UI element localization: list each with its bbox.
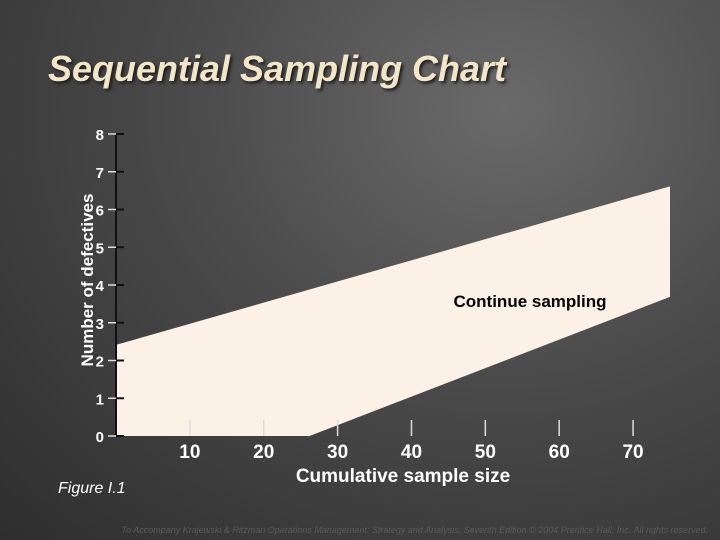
y-tick-label: 7 bbox=[96, 165, 104, 182]
y-tick-label: 4 bbox=[96, 278, 105, 295]
x-tick-label: 30 bbox=[327, 442, 348, 463]
footer-copyright: To Accompany Krajewski & Ritzman Operati… bbox=[121, 525, 708, 535]
y-tick-label: 1 bbox=[96, 391, 104, 408]
figure-label: Figure I.1 bbox=[58, 480, 126, 497]
x-tick-label: 40 bbox=[401, 442, 422, 463]
x-tick-label: 50 bbox=[475, 442, 496, 463]
x-axis-label: Cumulative sample size bbox=[296, 466, 510, 487]
chart-title: Sequential Sampling Chart bbox=[48, 48, 507, 89]
x-tick-label: 60 bbox=[549, 442, 570, 463]
y-tick-label: 3 bbox=[96, 316, 104, 333]
lower-boundary-line bbox=[307, 295, 671, 437]
y-tick-label: 6 bbox=[96, 203, 104, 220]
continue-sampling-region bbox=[116, 186, 670, 436]
y-tick-label: 5 bbox=[96, 240, 104, 257]
x-tick-label: 20 bbox=[253, 442, 274, 463]
y-tick-label: 2 bbox=[96, 354, 104, 371]
continue-sampling-label: Continue sampling bbox=[454, 292, 607, 311]
y-tick-label: 8 bbox=[96, 127, 104, 144]
x-tick-label: 10 bbox=[179, 442, 200, 463]
x-tick-label: 70 bbox=[622, 442, 643, 463]
upper-boundary-line bbox=[115, 186, 671, 346]
y-tick-label: 0 bbox=[96, 429, 104, 446]
